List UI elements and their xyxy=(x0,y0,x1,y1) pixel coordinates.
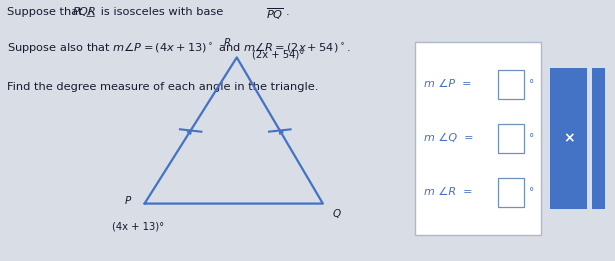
Bar xyxy=(550,68,587,209)
Bar xyxy=(415,42,541,235)
Text: P: P xyxy=(125,196,131,206)
Text: PQR: PQR xyxy=(73,7,97,16)
Text: $\overline{PQ}$: $\overline{PQ}$ xyxy=(266,7,284,22)
Text: R: R xyxy=(224,38,231,48)
Text: °: ° xyxy=(529,133,534,143)
Text: ×: × xyxy=(563,131,574,145)
Text: Find the degree measure of each angle in the triangle.: Find the degree measure of each angle in… xyxy=(7,82,319,92)
Text: is isosceles with base: is isosceles with base xyxy=(97,7,227,16)
Text: Suppose also that $m\angle P=(4x+13)^\circ$ and $m\angle R=(2x+54)^\circ$.: Suppose also that $m\angle P=(4x+13)^\ci… xyxy=(7,40,351,55)
Bar xyxy=(498,124,524,153)
Bar xyxy=(498,70,524,99)
Text: .: . xyxy=(286,7,290,16)
Text: m ∠Q  =: m ∠Q = xyxy=(424,133,474,143)
Text: (2x + 54)°: (2x + 54)° xyxy=(252,50,304,60)
Text: (4x + 13)°: (4x + 13)° xyxy=(113,222,164,232)
Text: Q: Q xyxy=(332,209,340,219)
Text: m ∠R  =: m ∠R = xyxy=(424,187,473,197)
Text: Suppose that △: Suppose that △ xyxy=(7,7,95,16)
Text: m ∠P  =: m ∠P = xyxy=(424,79,472,89)
Bar xyxy=(592,68,605,209)
Text: °: ° xyxy=(529,187,534,197)
Text: °: ° xyxy=(529,79,534,89)
Bar xyxy=(498,178,524,207)
